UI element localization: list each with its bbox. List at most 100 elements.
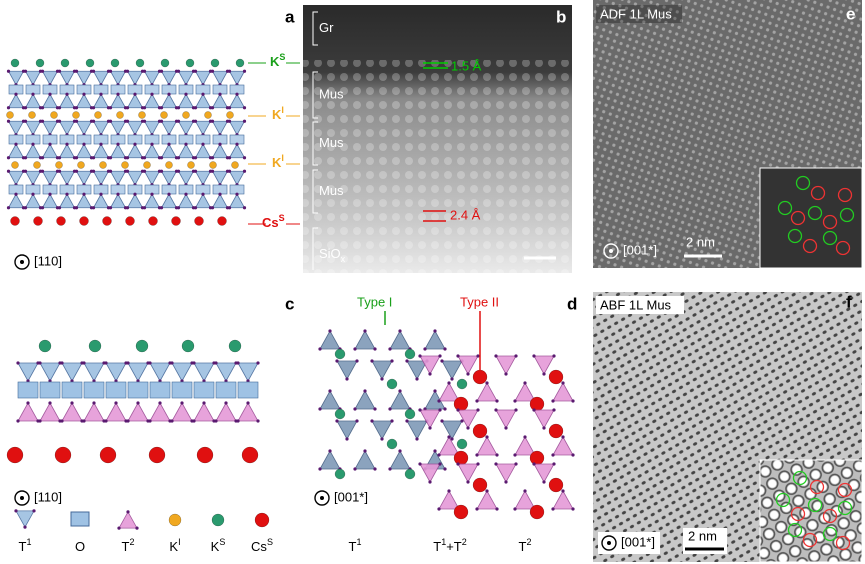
oxygen	[328, 389, 332, 393]
tetrahedron	[160, 93, 178, 109]
zone-axis-dot	[320, 496, 324, 500]
oxygen	[370, 359, 374, 363]
atom	[404, 348, 416, 360]
octahedron	[59, 134, 75, 145]
oxygen	[328, 329, 332, 333]
tetrahedron	[211, 193, 229, 209]
oxygen	[142, 169, 147, 173]
atom	[226, 111, 234, 119]
tetrahedron	[476, 490, 498, 510]
tetrahedron	[149, 362, 171, 382]
oxygen	[513, 453, 517, 457]
oxygen	[532, 408, 536, 412]
atom	[72, 111, 80, 119]
atom	[99, 161, 107, 169]
octahedron	[127, 134, 143, 145]
atom	[209, 161, 217, 169]
oxygen	[561, 435, 565, 439]
oxygen	[370, 419, 374, 423]
atom	[334, 348, 346, 360]
zone-axis-symbol	[14, 490, 30, 506]
oxygen	[159, 119, 164, 123]
atom	[143, 161, 151, 169]
tetrahedron	[552, 382, 574, 402]
tetrahedron	[228, 93, 246, 109]
tetrahedron	[389, 450, 411, 470]
oxygen	[74, 106, 79, 110]
oxygen	[227, 156, 232, 160]
tetrahedron	[109, 193, 127, 209]
atom	[33, 161, 41, 169]
atom	[10, 58, 20, 68]
tetrahedron	[160, 143, 178, 159]
tetrahedron	[160, 170, 178, 186]
layer-label: Mus	[319, 183, 344, 198]
octahedron	[42, 184, 58, 195]
oxygen	[158, 401, 162, 405]
oxygen	[104, 419, 108, 423]
tetrahedron	[389, 330, 411, 350]
oxygen	[150, 92, 154, 96]
oxygen	[390, 359, 394, 363]
tetrahedron	[215, 362, 237, 382]
oxygen	[16, 419, 20, 423]
zone-axis: [110]	[34, 489, 62, 504]
oxygen	[170, 361, 174, 365]
legend-label: T1	[19, 537, 32, 554]
atom	[148, 216, 158, 226]
oxygen	[31, 92, 35, 96]
tetrahedron	[160, 70, 178, 86]
oxygen	[210, 206, 215, 210]
layer-label: Mus	[319, 135, 344, 150]
tetrahedron	[143, 170, 161, 186]
oxygen	[116, 142, 120, 146]
site-marker	[839, 207, 855, 223]
octahedron	[8, 184, 24, 195]
oxygen	[514, 354, 518, 358]
oxygen	[476, 408, 480, 412]
oxygen	[104, 361, 108, 365]
atom	[472, 423, 488, 439]
oxygen	[167, 142, 171, 146]
oxygen	[99, 142, 103, 146]
atom	[28, 111, 36, 119]
tetrahedron	[143, 70, 161, 86]
octahedron	[144, 184, 160, 195]
oxygen	[167, 192, 171, 196]
octahedron	[127, 381, 149, 399]
oxygen	[40, 169, 45, 173]
atom	[185, 58, 195, 68]
tetrahedron	[194, 93, 212, 109]
octahedron	[212, 184, 228, 195]
oxygen	[114, 401, 118, 405]
tetrahedron	[171, 402, 193, 422]
oxygen	[218, 192, 222, 196]
oxygen	[108, 169, 113, 173]
oxygen	[504, 480, 508, 484]
oxygen	[485, 489, 489, 493]
oxygen	[443, 407, 447, 411]
tetrahedron	[83, 402, 105, 422]
zone-axis: [001*]	[623, 242, 657, 257]
zone-axis-symbol	[603, 243, 619, 259]
oxygen	[142, 119, 147, 123]
oxygen	[133, 142, 137, 146]
site-marker	[790, 506, 806, 522]
oxygen	[443, 467, 447, 471]
region-label: T1	[349, 537, 362, 554]
tetrahedron	[7, 143, 25, 159]
oxygen	[447, 435, 451, 439]
atom	[135, 339, 149, 353]
label-part: 2	[129, 537, 134, 547]
oxygen	[388, 467, 392, 471]
oxygen	[201, 92, 205, 96]
oxygen	[456, 408, 460, 412]
tetrahedron	[194, 170, 212, 186]
oxygen	[353, 467, 357, 471]
region-label: T1+T2	[433, 537, 467, 554]
oxygen	[355, 359, 359, 363]
oxygen	[485, 381, 489, 385]
label-bg	[596, 5, 682, 23]
tetrahedron	[83, 362, 105, 382]
oxygen	[40, 206, 45, 210]
